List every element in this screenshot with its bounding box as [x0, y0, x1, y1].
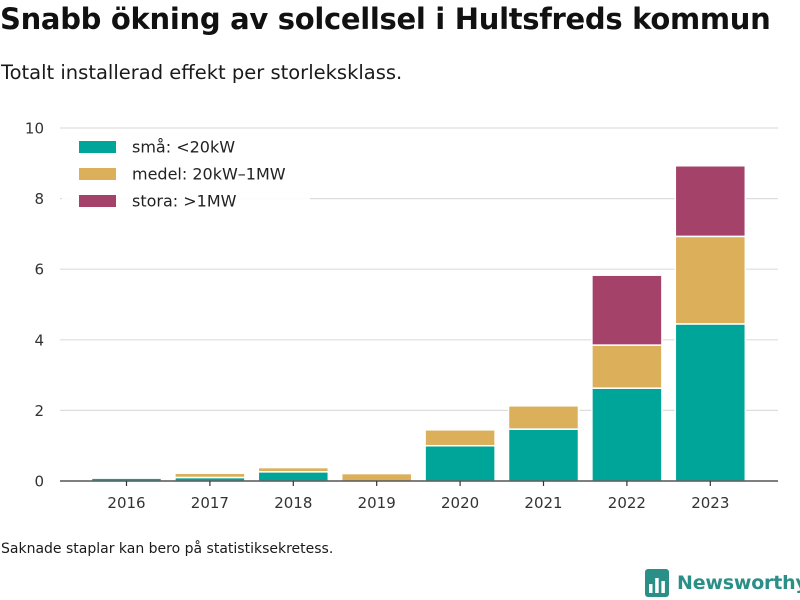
legend-swatch [79, 168, 116, 180]
bar-segment [424, 444, 496, 482]
bar-segment [174, 472, 246, 479]
chart-title: Snabb ökning av solcellsel i Hultsfreds … [0, 2, 771, 36]
y-tick-label: 10 [25, 120, 44, 138]
bar-segment [257, 471, 330, 482]
stacked-bar-chart: 0 2 4 6 8 10 2016 2017 2018 2019 2020 2021 2022 2023… [25, 120, 778, 512]
bar-segment [424, 429, 496, 447]
bar-segment [507, 405, 580, 430]
y-tick-label: 0 [34, 473, 44, 491]
footnote: Saknade staplar kan bero på statistiksek… [1, 541, 334, 557]
legend-label: medel: 20kW–1MW [132, 165, 286, 184]
legend-swatch [79, 195, 116, 207]
bar-segment [340, 472, 413, 482]
bar-segment [674, 165, 747, 238]
y-tick-label: 4 [34, 331, 44, 349]
chart-subtitle: Totalt installerad effekt per storlekskl… [1, 61, 403, 84]
x-tick-label: 2017 [191, 494, 229, 512]
bar-segment [257, 466, 330, 473]
bar-segment [507, 428, 580, 482]
x-tick-label: 2019 [358, 494, 396, 512]
bar-segment [591, 344, 663, 389]
brand-logo: Newsworthy [645, 568, 800, 598]
x-tick-label: 2016 [107, 494, 145, 512]
bar-segment [674, 235, 747, 325]
y-tick-label: 8 [34, 190, 44, 208]
y-tick-label: 2 [34, 402, 44, 420]
brand-name: Newsworthy [677, 572, 800, 594]
y-axis-ticks: 0 2 4 6 8 10 [25, 120, 44, 491]
legend-label: små: <20kW [132, 138, 235, 157]
x-tick-label: 2018 [274, 494, 312, 512]
bar-segment [591, 274, 663, 346]
bars [90, 165, 747, 482]
x-tick-label: 2023 [691, 494, 729, 512]
bar-segment [591, 387, 663, 482]
x-axis-ticks: 2016 2017 2018 2019 2020 2021 2022 2023 [107, 481, 729, 512]
bar-segment [674, 323, 747, 482]
x-tick-label: 2022 [608, 494, 646, 512]
y-tick-label: 6 [34, 261, 44, 279]
legend-swatch [79, 141, 116, 153]
bar-chart-logo-icon [645, 569, 669, 597]
x-tick-label: 2021 [524, 494, 562, 512]
x-tick-label: 2020 [441, 494, 479, 512]
legend: små: <20kW medel: 20kW–1MW stora: >1MW [62, 135, 310, 215]
legend-label: stora: >1MW [132, 192, 237, 211]
